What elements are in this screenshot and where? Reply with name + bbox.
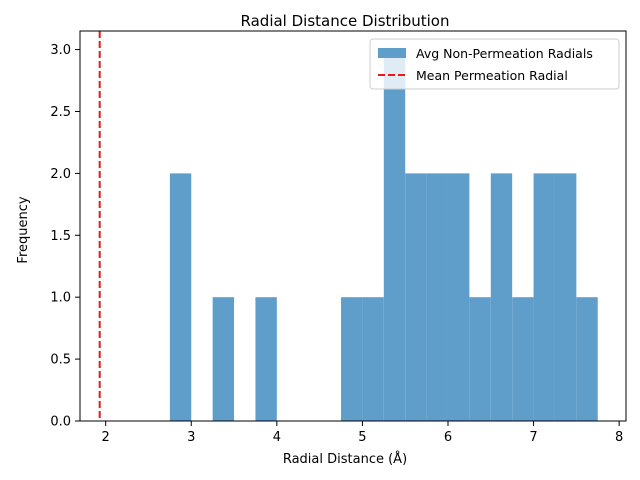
histogram-bar-8 <box>447 173 470 421</box>
histogram-bar-3 <box>341 297 363 421</box>
x-tick-label-3: 5 <box>358 430 366 445</box>
histogram-bar-14 <box>576 297 598 421</box>
legend-swatch-histogram <box>378 48 406 58</box>
y-tick-label-3: 1.5 <box>50 229 71 244</box>
legend-label-histogram: Avg Non-Permeation Radials <box>416 46 593 61</box>
histogram-bar-13 <box>554 173 577 421</box>
histogram-bar-4 <box>362 297 384 421</box>
y-tick-label-4: 2.0 <box>50 167 71 182</box>
x-tick-label-0: 2 <box>102 430 110 445</box>
histogram-bar-10 <box>490 173 513 421</box>
legend-box <box>369 38 620 90</box>
y-tick-label-2: 1.0 <box>50 291 71 306</box>
x-axis-label: Radial Distance (Å) <box>283 451 407 467</box>
histogram-bar-0 <box>169 173 192 421</box>
histogram-bar-7 <box>426 173 448 421</box>
y-tick-label-1: 0.5 <box>50 353 71 368</box>
axes: 2 3 4 5 6 7 8 0.0 0.5 1.0 1.5 2.0 2.5 3.0 <box>50 30 627 445</box>
histogram-bar-9 <box>469 297 491 421</box>
plot-frame <box>79 30 627 422</box>
x-tick-label-6: 8 <box>615 430 623 445</box>
histogram-bar-5 <box>383 49 406 421</box>
histogram-bar-2 <box>255 297 277 421</box>
y-axis-label: Frequency <box>16 196 31 263</box>
legend-label-mean-line: Mean Permeation Radial <box>416 68 568 83</box>
y-tick-label-5: 2.5 <box>50 105 71 120</box>
y-tick-label-0: 0.0 <box>50 415 71 430</box>
histogram-bar-6 <box>405 173 427 421</box>
histogram-bars <box>169 49 598 421</box>
y-tick-label-6: 3.0 <box>50 43 71 58</box>
x-tick-label-5: 7 <box>529 430 537 445</box>
histogram-bar-12 <box>533 173 555 421</box>
histogram-bar-1 <box>212 297 235 421</box>
x-tick-label-4: 6 <box>444 430 452 445</box>
x-tick-label-1: 3 <box>187 430 195 445</box>
histogram-bar-11 <box>512 297 534 421</box>
legend: Avg Non-Permeation Radials Mean Permeatio… <box>369 38 620 90</box>
x-tick-label-2: 4 <box>273 430 281 445</box>
chart-title: Radial Distance Distribution <box>241 12 450 30</box>
